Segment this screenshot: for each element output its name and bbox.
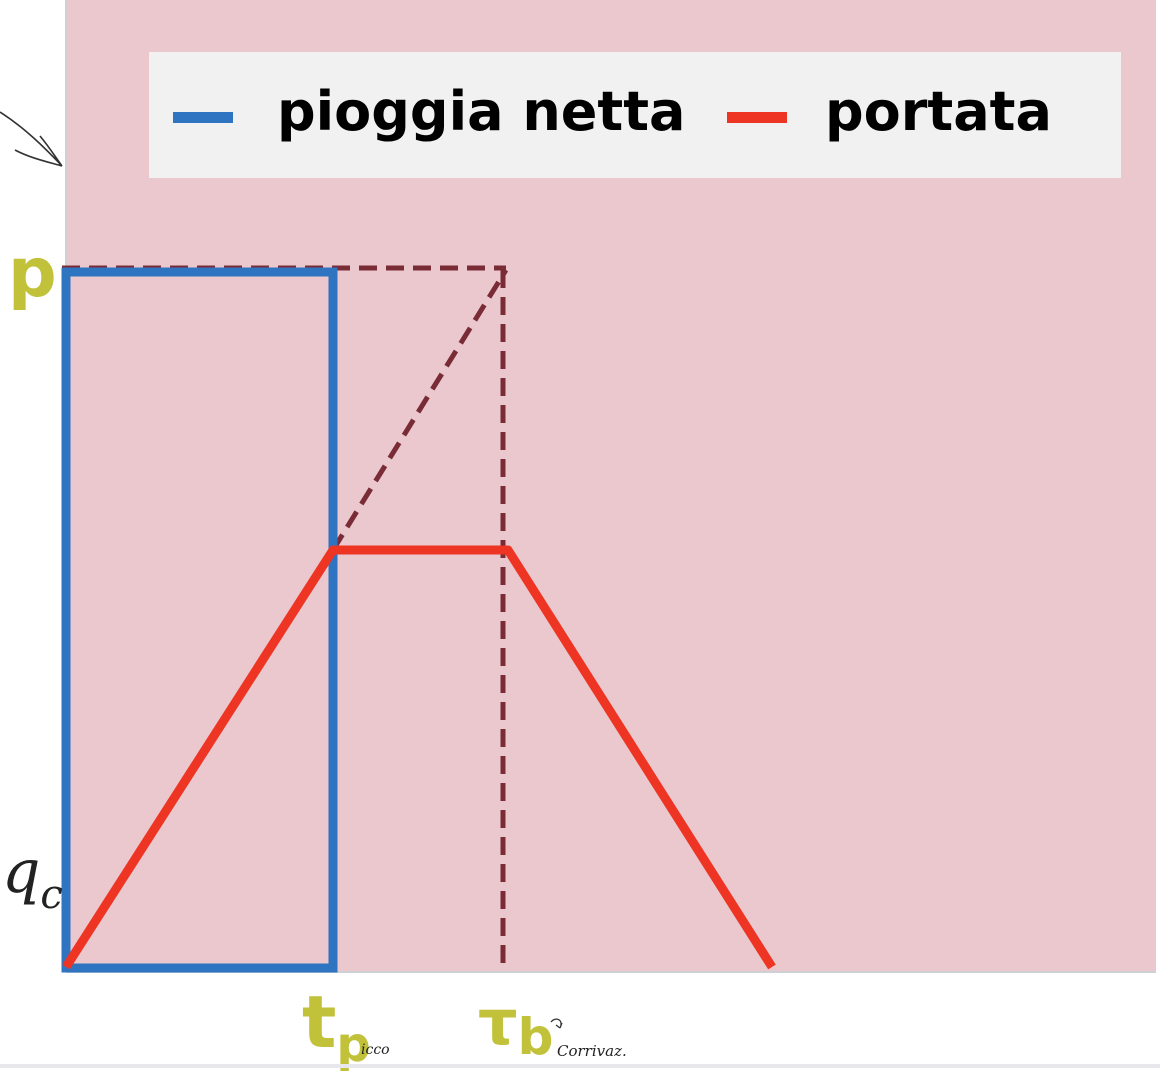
curl-arrow-icon — [550, 1018, 563, 1029]
bottom-edge — [0, 1064, 1160, 1068]
label-tau-note: Corrivaz. — [557, 1042, 627, 1060]
label-qc-sub: c — [40, 872, 63, 918]
label-p: p — [8, 234, 57, 313]
label-qc-main: q — [2, 837, 41, 907]
legend-label-rain: pioggia netta — [277, 80, 686, 143]
label-tp-sub: p — [336, 1017, 371, 1073]
label-tp-note: icco — [361, 1042, 390, 1058]
label-tp: tp — [302, 986, 371, 1073]
label-qc: qc — [2, 842, 63, 918]
flow-hydrograph-line — [62, 545, 776, 970]
rain-rectangle — [61, 267, 338, 973]
legend-swatch-flow — [727, 112, 787, 123]
label-tau-sub: b — [517, 1008, 554, 1066]
label-tp-main: t — [302, 980, 337, 1064]
legend: pioggia netta portata — [149, 52, 1121, 178]
legend-label-flow: portata — [825, 80, 1052, 143]
legend-swatch-rain — [173, 112, 233, 123]
label-tau-main: τ — [478, 986, 518, 1059]
guide-diagonal-dashed — [330, 268, 509, 552]
label-tau: τb — [478, 990, 553, 1067]
hand-arrow-icon — [0, 111, 63, 167]
